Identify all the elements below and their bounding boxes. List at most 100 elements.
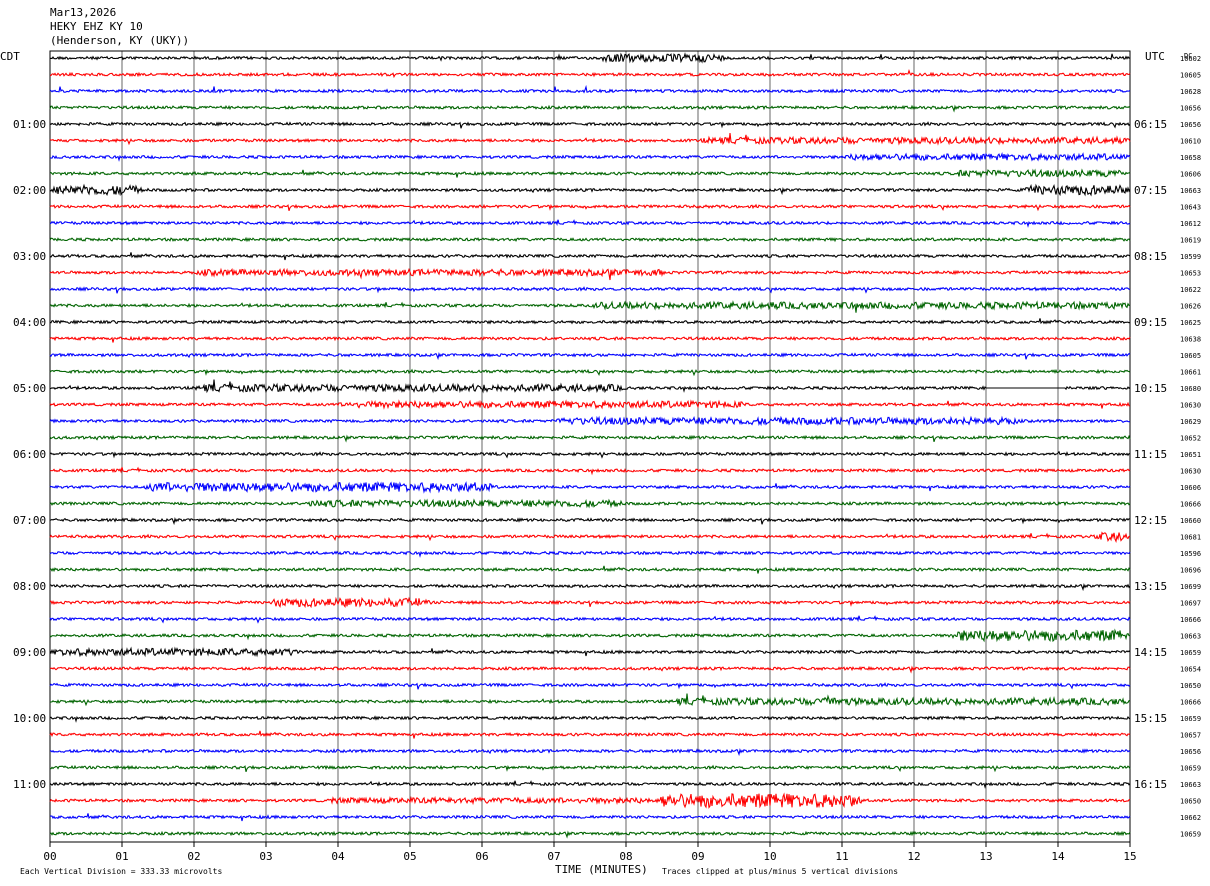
x-axis-title: TIME (MINUTES) <box>555 863 648 876</box>
seismic-trace-line <box>49 531 1131 543</box>
seismic-trace-line <box>49 399 1131 410</box>
dc-offset-label: 10652 <box>1180 435 1201 443</box>
seismic-trace-line <box>49 615 1131 624</box>
right-axis-title: UTC <box>1145 50 1165 63</box>
cdt-hour-label: 08:00 <box>13 580 46 593</box>
dc-offset-label: 10656 <box>1180 105 1201 113</box>
seismic-trace-line <box>49 434 1131 443</box>
minute-gridlines <box>121 51 1059 842</box>
dc-offset-label: 10663 <box>1180 187 1201 195</box>
x-tick-label: 13 <box>979 850 992 863</box>
seismic-trace-line <box>49 236 1131 243</box>
dc-offset-label: 10599 <box>1180 253 1201 261</box>
cdt-hour-label: 10:00 <box>13 712 46 725</box>
dc-offset-label: 10666 <box>1180 699 1201 707</box>
utc-hour-label: 16:15 <box>1134 778 1167 791</box>
x-tick-label: 08 <box>619 850 632 863</box>
dc-offset-label: 10696 <box>1180 567 1201 575</box>
dc-title: DC <box>1184 52 1192 60</box>
seismic-trace-line <box>49 252 1131 261</box>
x-tick-label: 00 <box>43 850 56 863</box>
dc-offset-labels: 10602 10605 10628 10656 10656 10610 10658 10606… <box>1180 55 1201 839</box>
seismic-trace-line <box>49 748 1131 757</box>
seismic-trace-line <box>49 84 1131 94</box>
dc-offset-label: 10602 <box>1180 55 1201 63</box>
seismic-trace-line <box>49 780 1131 789</box>
dc-offset-label: 10629 <box>1180 418 1201 426</box>
x-tick-label: 07 <box>547 850 560 863</box>
x-tick-label: 05 <box>403 850 416 863</box>
dc-offset-label: 10625 <box>1180 319 1201 327</box>
seismic-trace-line <box>49 565 1131 574</box>
dc-offset-label: 10628 <box>1180 88 1201 96</box>
x-tick-label: 14 <box>1051 850 1065 863</box>
seismic-trace-line <box>49 730 1131 739</box>
seismic-traces <box>49 52 1131 839</box>
utc-hour-label: 06:15 <box>1134 118 1167 131</box>
cdt-hour-label: 11:00 <box>13 778 46 791</box>
dc-offset-label: 10605 <box>1180 72 1201 80</box>
dc-offset-label: 10663 <box>1180 633 1201 641</box>
cdt-hour-label: 03:00 <box>13 250 46 263</box>
seismic-trace-line <box>49 286 1131 294</box>
x-tick-label: 04 <box>331 850 345 863</box>
dc-offset-label: 10656 <box>1180 748 1201 756</box>
x-tick-label: 15 <box>1123 850 1136 863</box>
x-tick-label: 12 <box>907 850 920 863</box>
x-axis-ticks: 00 01 02 03 04 05 06 07 08 09 10 11 12 13 14 15 <box>43 842 1137 863</box>
cdt-hour-labels: 01:00 02:00 03:00 04:00 05:00 06:00 07:00 08:00… <box>13 118 46 791</box>
dc-offset-label: 10610 <box>1180 138 1201 146</box>
dc-offset-label: 10666 <box>1180 616 1201 624</box>
dc-offset-label: 10658 <box>1180 154 1201 162</box>
utc-hour-label: 14:15 <box>1134 646 1167 659</box>
scale-note: Each Vertical Division = 333.33 microvol… <box>20 867 222 876</box>
seismic-trace-line <box>49 68 1131 79</box>
seismic-trace-line <box>49 203 1131 212</box>
header-location: (Henderson, KY (UKY)) <box>50 34 189 47</box>
seismic-trace-line <box>49 830 1131 839</box>
seismic-trace-line <box>49 466 1131 476</box>
dc-offset-label: 10630 <box>1180 468 1201 476</box>
seismic-trace-line <box>49 693 1131 707</box>
seismic-trace-line <box>49 152 1131 162</box>
seismic-trace-line <box>49 764 1131 773</box>
x-tick-label: 02 <box>187 850 200 863</box>
dc-offset-label: 10681 <box>1180 534 1201 542</box>
seismic-trace-line <box>49 267 1131 281</box>
cdt-hour-label: 07:00 <box>13 514 46 527</box>
seismic-trace-line <box>49 450 1131 459</box>
dc-offset-label: 10638 <box>1180 336 1201 344</box>
plot-frame <box>49 50 1131 843</box>
seismic-trace-line <box>49 682 1131 690</box>
seismic-trace-line <box>49 368 1131 377</box>
dc-offset-label: 10650 <box>1180 682 1201 690</box>
seismic-trace-line <box>49 517 1131 526</box>
seismic-trace-line <box>49 583 1131 592</box>
utc-hour-labels: 06:15 07:15 08:15 09:15 10:15 11:15 12:15 13:15… <box>1134 118 1167 791</box>
dc-offset-label: 10651 <box>1180 451 1201 459</box>
dc-offset-label: 10666 <box>1180 501 1201 509</box>
dc-offset-label: 10660 <box>1180 517 1201 525</box>
utc-hour-label: 07:15 <box>1134 184 1167 197</box>
seismic-trace-line <box>49 168 1131 179</box>
x-tick-label: 06 <box>475 850 488 863</box>
utc-hour-label: 11:15 <box>1134 448 1167 461</box>
seismic-trace-line <box>49 646 1131 658</box>
seismic-trace-line <box>49 104 1131 113</box>
x-tick-label: 01 <box>115 850 128 863</box>
x-tick-label: 09 <box>691 850 704 863</box>
seismic-trace-line <box>49 379 1131 394</box>
seismic-trace-line <box>49 792 1131 809</box>
utc-hour-label: 09:15 <box>1134 316 1167 329</box>
header-date: Mar13,2026 <box>50 6 116 19</box>
clip-note: Traces clipped at plus/minus 5 vertical … <box>662 867 898 876</box>
seismic-trace-line <box>49 813 1131 822</box>
dc-offset-label: 10654 <box>1180 666 1201 674</box>
utc-hour-label: 12:15 <box>1134 514 1167 527</box>
dc-offset-label: 10626 <box>1180 303 1201 311</box>
dc-offset-label: 10630 <box>1180 402 1201 410</box>
dc-offset-label: 10656 <box>1180 121 1201 129</box>
x-tick-label: 10 <box>763 850 776 863</box>
seismic-trace-line <box>49 596 1131 609</box>
